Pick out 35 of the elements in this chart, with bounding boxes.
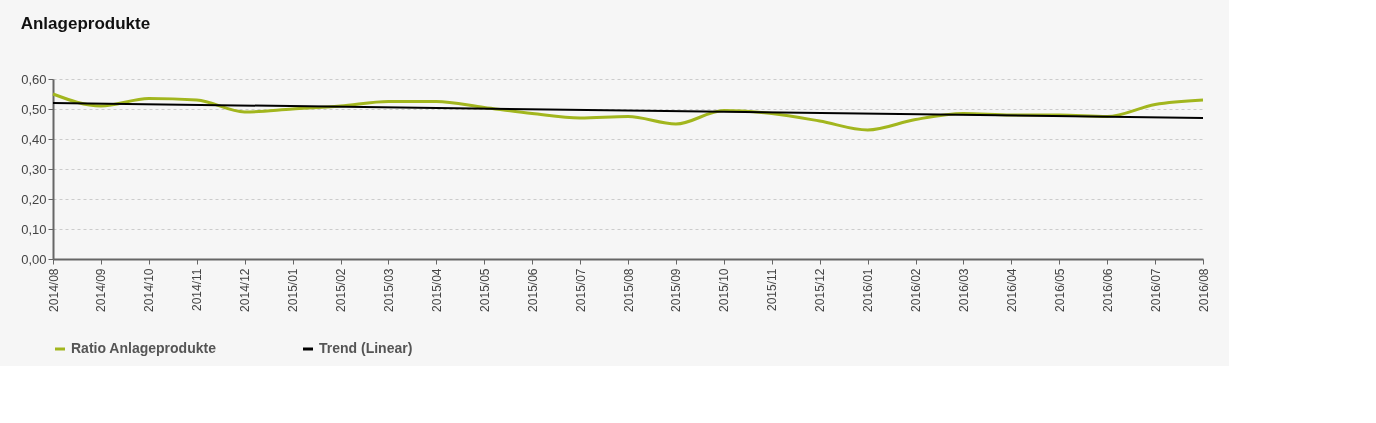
x-tick-label: 2016/05 bbox=[1052, 268, 1067, 312]
x-tick-label: 2016/02 bbox=[909, 268, 923, 312]
x-tick-label: 2016/03 bbox=[956, 268, 971, 312]
chart-title: Anlageprodukte bbox=[20, 14, 151, 33]
x-tick-label: 2014/10 bbox=[142, 268, 157, 312]
y-tick-label: 0,60 bbox=[21, 71, 47, 87]
x-tick-label: 2015/04 bbox=[429, 268, 444, 312]
x-tick-label: 2015/06 bbox=[525, 268, 540, 312]
x-tick-label: 2015/10 bbox=[717, 268, 732, 312]
legend-label: Trend (Linear) bbox=[319, 340, 413, 356]
x-tick-label: 2014/11 bbox=[190, 268, 205, 311]
x-tick-label: 2014/09 bbox=[94, 268, 109, 312]
y-tick-label: 0,40 bbox=[21, 131, 47, 147]
x-tick-label: 2015/09 bbox=[669, 268, 684, 312]
x-tick-label: 2015/08 bbox=[621, 268, 636, 312]
y-tick-label: 0,00 bbox=[21, 251, 47, 267]
x-tick-label: 2015/11 bbox=[765, 268, 780, 311]
y-tick-label: 0,50 bbox=[21, 101, 47, 117]
x-tick-label: 2015/07 bbox=[573, 268, 588, 312]
x-tick-label: 2015/01 bbox=[286, 268, 301, 312]
x-tick-label: 2015/03 bbox=[381, 268, 396, 312]
x-tick-label: 2015/12 bbox=[813, 268, 828, 312]
x-tick-label: 2016/08 bbox=[1196, 268, 1211, 312]
y-tick-label: 0,10 bbox=[21, 221, 47, 237]
x-tick-label: 2016/07 bbox=[1148, 268, 1163, 312]
x-tick-label: 2014/08 bbox=[46, 268, 61, 312]
y-tick-label: 0,20 bbox=[21, 191, 47, 207]
x-tick-label: 2016/01 bbox=[861, 268, 876, 312]
legend-label: Ratio Anlageprodukte bbox=[71, 340, 217, 356]
x-tick-label: 2016/04 bbox=[1004, 268, 1019, 312]
y-tick-label: 0,30 bbox=[21, 161, 47, 177]
x-tick-label: 2015/05 bbox=[477, 268, 492, 312]
x-tick-label: 2014/12 bbox=[238, 268, 253, 312]
x-tick-label: 2015/02 bbox=[334, 268, 348, 312]
x-tick-label: 2016/06 bbox=[1100, 268, 1115, 312]
